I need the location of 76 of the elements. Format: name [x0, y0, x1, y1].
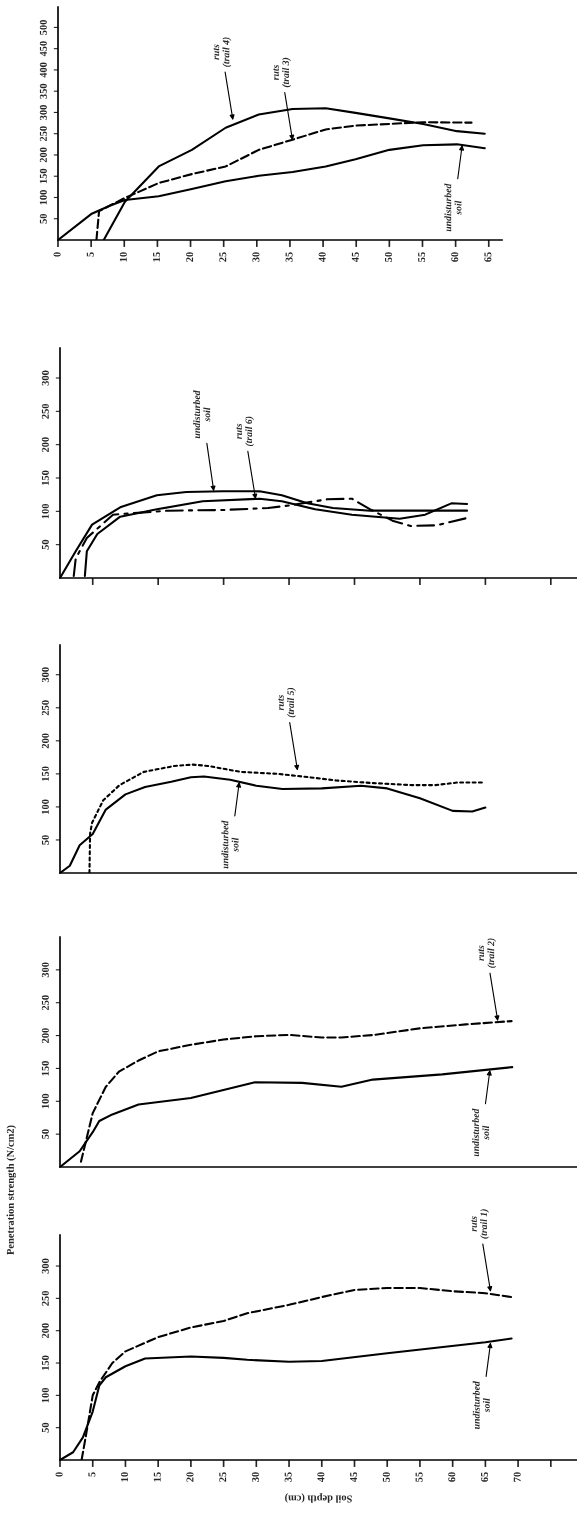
x-tick-label: 15	[153, 1472, 161, 1482]
y-tick-label: 400	[39, 62, 47, 78]
annotation: undisturbed soil	[193, 390, 211, 439]
y-tick-label: 200	[41, 437, 49, 453]
x-tick-label: 35	[285, 252, 293, 262]
y-tick-label: 200	[39, 147, 47, 163]
x-tick-label: 60	[448, 1472, 456, 1482]
y-tick-label: 250	[39, 126, 47, 142]
x-tick-label: 30	[252, 252, 260, 262]
x-tick-label: 60	[451, 252, 459, 262]
x-tick-label: 55	[418, 252, 426, 262]
x-tick-label: 20	[186, 1472, 194, 1482]
y-tick-label: 250	[41, 700, 49, 716]
y-tick-label: 300	[41, 962, 49, 978]
x-tick-label: 50	[382, 1472, 390, 1482]
annotation: ruts (trail 4)	[213, 37, 232, 67]
x-tick-label: 70	[513, 1472, 521, 1482]
y-tick-label: 50	[41, 539, 49, 550]
annotation: undisturbed soil	[472, 1381, 490, 1429]
y-tick-label: 200	[41, 1323, 49, 1339]
y-tick-label: 50	[41, 1422, 49, 1433]
x-tick-label: 65	[484, 252, 492, 262]
y-tick-label: 300	[41, 667, 49, 683]
x-tick-label: 45	[350, 1472, 358, 1483]
x-tick-label: 10	[121, 1472, 129, 1482]
x-tick-label: 25	[219, 252, 227, 262]
x-tick-label: 20	[186, 252, 194, 262]
y-tick-label: 150	[41, 470, 49, 485]
y-tick-label: 50	[41, 835, 49, 845]
x-tick-label: 55	[415, 1472, 423, 1482]
x-tick-label: 40	[317, 1472, 325, 1483]
y-tick-label: 350	[39, 83, 47, 99]
y-tick-label: 250	[41, 995, 49, 1011]
x-tick-label: 65	[480, 1472, 488, 1482]
annotation: ruts (trail 6)	[236, 416, 255, 447]
y-tick-label: 100	[41, 1093, 49, 1109]
x-tick-label: 5	[86, 252, 94, 257]
y-tick-label: 450	[39, 41, 47, 57]
annotation: ruts (trail 1)	[471, 1209, 489, 1239]
y-tick-label: 150	[39, 168, 47, 184]
y-tick-label: 250	[41, 1290, 49, 1306]
x-tick-label: 45	[351, 252, 359, 263]
y-tick-label: 500	[39, 19, 47, 35]
y-tick-label: 100	[41, 799, 49, 814]
annotation: undisturbed soil	[472, 1108, 490, 1157]
x-axis-title: Soil depth (cm)	[285, 1493, 352, 1503]
annotation: ruts (trail 2)	[478, 938, 497, 968]
y-tick-label: 150	[41, 1355, 49, 1370]
annotation: undisturbed soil	[444, 183, 462, 232]
y-tick-label: 300	[39, 105, 47, 120]
y-tick-label: 100	[41, 503, 49, 519]
x-tick-label: 50	[384, 252, 392, 262]
y-tick-label: 300	[41, 370, 49, 386]
annotation: ruts (trail 5)	[278, 687, 296, 718]
y-axis-title: Penetration strength (N/cm2)	[6, 1125, 17, 1255]
y-tick-label: 50	[39, 213, 47, 224]
y-tick-label: 150	[41, 766, 49, 781]
x-tick-label: 0	[55, 1472, 63, 1477]
y-tick-label: 100	[41, 1387, 49, 1403]
y-tick-label: 250	[41, 403, 49, 419]
annotation: ruts (trail 3)	[273, 57, 291, 88]
y-tick-label: 50	[41, 1129, 49, 1139]
y-tick-label: 100	[39, 190, 47, 205]
x-tick-label: 0	[53, 252, 61, 257]
x-tick-label: 15	[153, 252, 161, 262]
annotation: undisturbed soil	[221, 820, 239, 869]
x-tick-label: 10	[119, 252, 127, 262]
y-tick-label: 150	[41, 1061, 49, 1076]
y-tick-label: 200	[41, 733, 49, 749]
x-tick-label: 40	[318, 252, 326, 263]
x-tick-label: 5	[88, 1472, 96, 1477]
x-tick-label: 25	[219, 1472, 227, 1482]
y-tick-label: 200	[41, 1028, 49, 1043]
y-tick-label: 300	[41, 1258, 49, 1274]
x-tick-label: 35	[284, 1472, 292, 1482]
x-tick-label: 30	[251, 1472, 259, 1482]
